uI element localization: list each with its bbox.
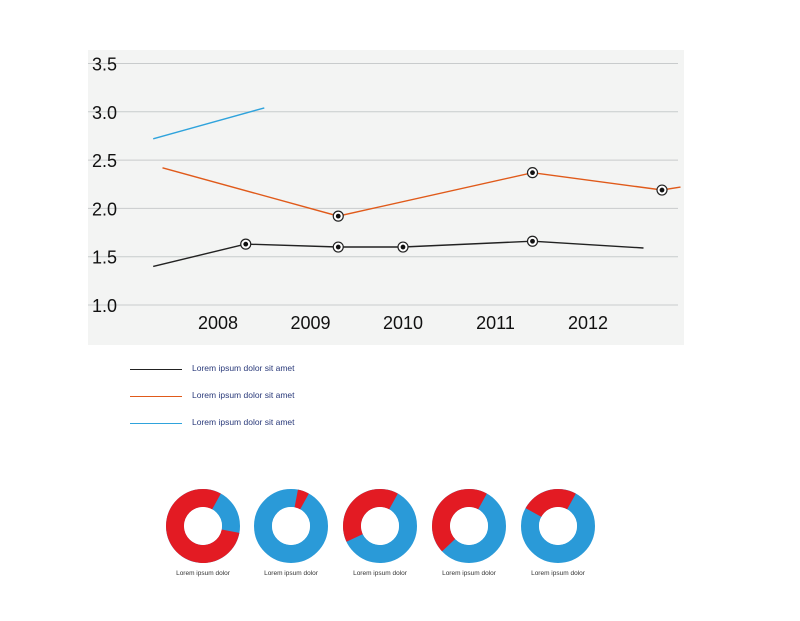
x-tick-label: 2011: [476, 313, 515, 333]
data-point-marker-dot: [659, 187, 665, 193]
donut-segment-red: [166, 488, 240, 563]
donut-chart: Lorem ipsum dolor: [343, 489, 417, 577]
donut-segment-blue: [254, 489, 328, 563]
donut-segment-red: [343, 489, 398, 542]
legend-swatch-blue: [130, 423, 182, 424]
donut-label: Lorem ipsum dolor: [442, 570, 497, 577]
donut-hole: [539, 507, 577, 545]
donut-chart: Lorem ipsum dolor: [166, 488, 240, 577]
donut-segment-red: [432, 489, 487, 552]
data-point-marker-dot: [243, 241, 249, 247]
donut-label: Lorem ipsum dolor: [531, 570, 586, 577]
data-point-marker-dot: [530, 238, 535, 244]
donut-label: Lorem ipsum dolor: [176, 570, 231, 577]
series-line-0: [153, 240, 644, 268]
x-axis-tick-labels: 2008 2009 2010 2011 2012: [198, 313, 608, 333]
legend-label: Lorem ipsum dolor sit amet: [192, 363, 295, 373]
donut-hole: [184, 507, 222, 545]
y-tick-label: 3.0: [92, 103, 117, 123]
data-point-marker-dot: [400, 244, 406, 250]
data-point-marker-dot: [335, 213, 341, 219]
donut-segment-red: [294, 489, 309, 510]
data-point-marker-dot: [530, 170, 535, 176]
y-tick-label: 1.5: [92, 248, 117, 268]
legend-item: Lorem ipsum dolor sit amet: [130, 414, 430, 441]
legend-item: Lorem ipsum dolor sit amet: [130, 360, 430, 387]
x-tick-label: 2009: [290, 313, 330, 333]
series-line-2: [153, 107, 265, 140]
x-tick-label: 2012: [568, 313, 608, 333]
x-tick-label: 2010: [383, 313, 423, 333]
donut-segment-red: [525, 489, 576, 517]
donut-hole: [272, 507, 310, 545]
legend-label: Lorem ipsum dolor sit amet: [192, 390, 295, 400]
y-tick-label: 2.0: [92, 199, 117, 219]
donut-hole: [361, 507, 399, 545]
legend-label: Lorem ipsum dolor sit amet: [192, 417, 295, 427]
y-axis-tick-labels: 1.0 1.5 2.0 2.5 3.0 3.5: [92, 55, 117, 317]
donut-chart: Lorem ipsum dolor: [254, 489, 328, 577]
data-series: [153, 107, 681, 268]
y-tick-label: 3.5: [92, 55, 117, 75]
y-tick-label: 1.0: [92, 296, 117, 316]
legend: Lorem ipsum dolor sit amet Lorem ipsum d…: [130, 360, 430, 441]
donut-label: Lorem ipsum dolor: [264, 570, 319, 577]
donut-label: Lorem ipsum dolor: [353, 570, 408, 577]
y-tick-label: 2.5: [92, 151, 117, 171]
grid-lines: [88, 63, 678, 306]
x-tick-label: 2008: [198, 313, 238, 333]
donut-chart: Lorem ipsum dolor: [521, 489, 595, 577]
donut-charts: Lorem ipsum dolor Lorem ipsum dolor Lorem …: [166, 488, 595, 577]
legend-item: Lorem ipsum dolor sit amet: [130, 387, 430, 414]
plot-background: [88, 50, 684, 345]
donut-chart: Lorem ipsum dolor: [432, 489, 506, 577]
donut-hole: [450, 507, 488, 545]
legend-swatch-black: [130, 369, 182, 370]
legend-swatch-orange: [130, 396, 182, 397]
data-point-marker-dot: [335, 244, 341, 250]
